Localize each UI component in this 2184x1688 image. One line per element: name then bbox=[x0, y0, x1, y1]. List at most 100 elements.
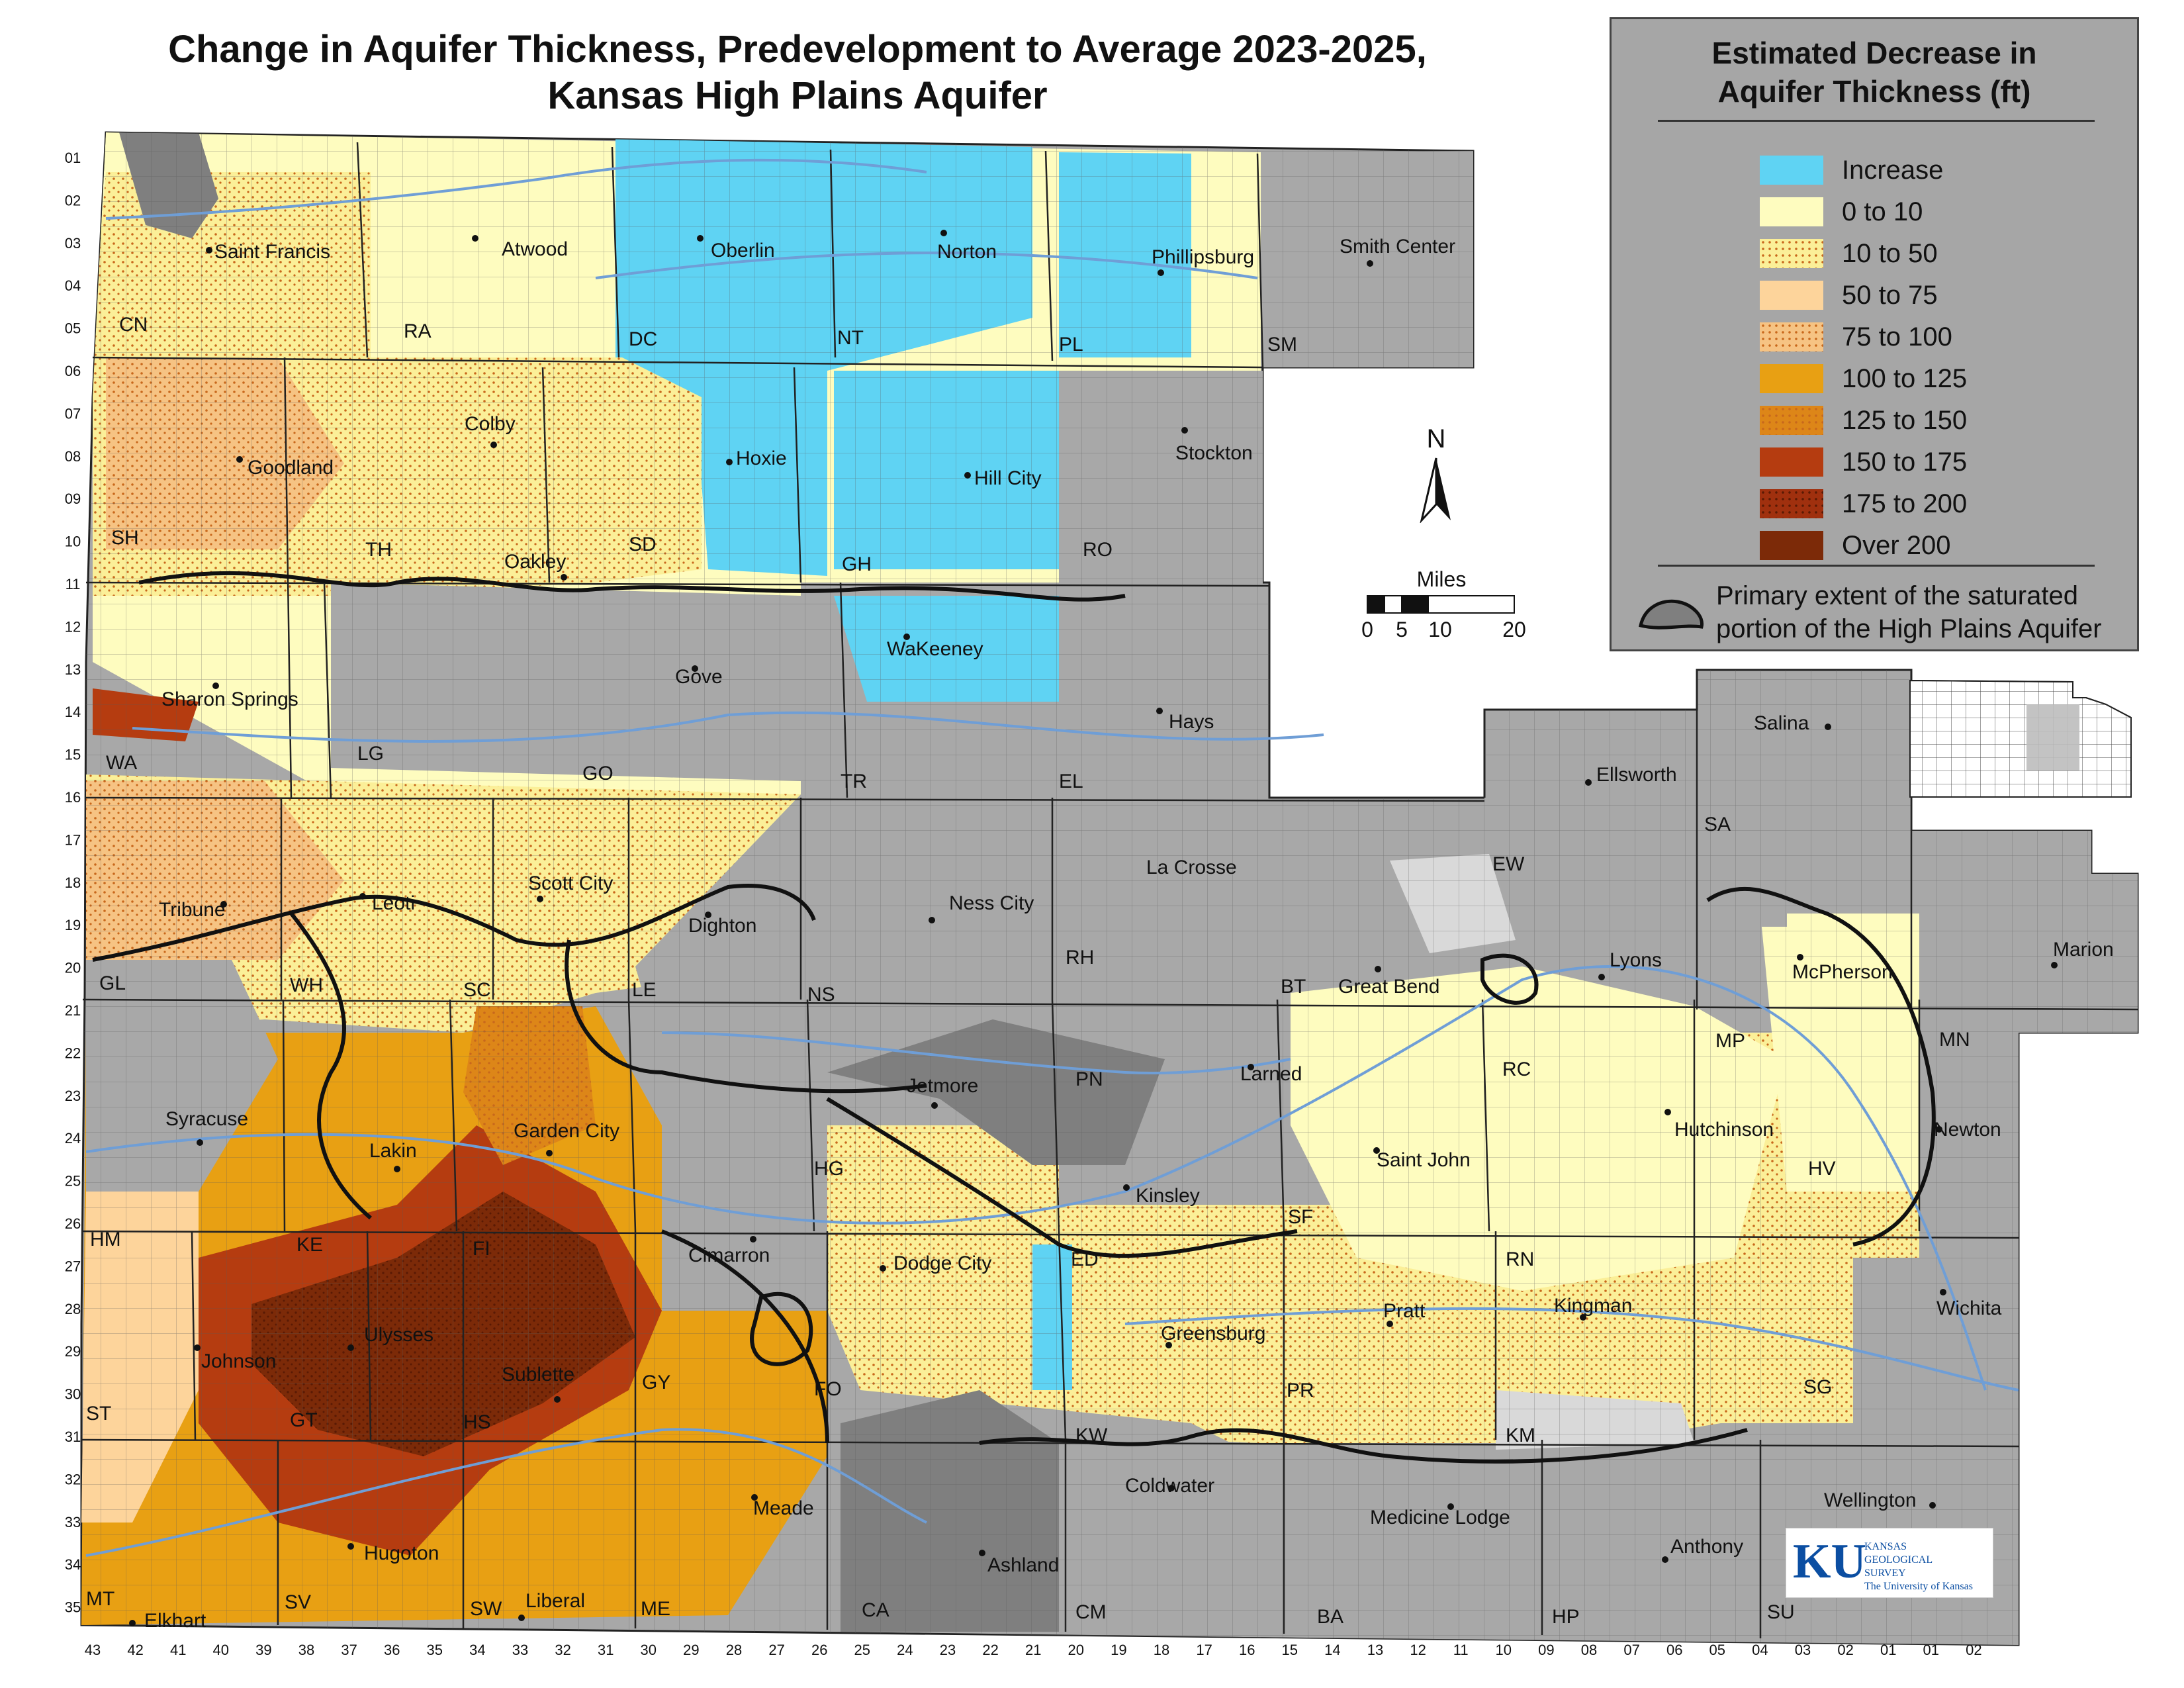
county-label: GY bbox=[642, 1372, 670, 1393]
county-label: CN bbox=[119, 314, 148, 336]
county-label: RA bbox=[404, 320, 432, 342]
solomon-river bbox=[595, 252, 1258, 279]
column-tick-label: 39 bbox=[255, 1642, 271, 1658]
city-label: Stockton bbox=[1175, 442, 1253, 464]
row-tick-label: 15 bbox=[65, 747, 81, 763]
column-tick-label: 31 bbox=[598, 1642, 614, 1658]
county-label: KM bbox=[1506, 1425, 1535, 1446]
column-tick-label: 40 bbox=[213, 1642, 229, 1658]
county-label: SG bbox=[1803, 1376, 1832, 1398]
legend-label: 0 to 10 bbox=[1842, 197, 1923, 226]
county-label: GT bbox=[290, 1409, 318, 1431]
county-label: SW bbox=[470, 1598, 502, 1620]
city-label: Leoti bbox=[372, 892, 415, 914]
city-label: Great Bend bbox=[1338, 976, 1439, 998]
city-label: Oberlin bbox=[711, 240, 775, 261]
county-label: RC bbox=[1502, 1058, 1531, 1080]
legend-title-line-2: Aquifer Thickness (ft) bbox=[1717, 74, 2031, 109]
column-tick-label: 02 bbox=[1837, 1642, 1853, 1658]
scale-tick: 20 bbox=[1502, 618, 1526, 641]
city-label: Hays bbox=[1169, 711, 1214, 733]
column-tick-label: 29 bbox=[683, 1642, 699, 1658]
city-label: Gove bbox=[675, 666, 723, 688]
county-label: BA bbox=[1317, 1606, 1343, 1628]
legend-swatch bbox=[1760, 489, 1823, 518]
city-label: Johnson bbox=[201, 1350, 276, 1372]
rivers bbox=[85, 158, 2019, 1557]
city-label: Atwood bbox=[502, 238, 568, 260]
column-tick-label: 24 bbox=[897, 1642, 913, 1658]
north-arrow: N bbox=[1420, 424, 1451, 523]
county-label: SD bbox=[629, 534, 657, 555]
city-label: McPherson bbox=[1792, 961, 1893, 983]
county-label: LE bbox=[632, 979, 657, 1001]
column-tick-label: 38 bbox=[298, 1642, 314, 1658]
county-label: RO bbox=[1083, 539, 1113, 561]
city-label: Sharon Springs bbox=[161, 688, 298, 710]
city-label: Saint John bbox=[1377, 1149, 1471, 1171]
row-tick-label: 30 bbox=[65, 1386, 81, 1403]
legend-swatch bbox=[1760, 364, 1823, 393]
city-label: Anthony bbox=[1670, 1536, 1743, 1558]
logo-line: GEOLOGICAL bbox=[1864, 1554, 1933, 1566]
column-tick-label: 33 bbox=[512, 1642, 528, 1658]
city-label: Kinsley bbox=[1136, 1185, 1200, 1207]
city-label: Ness City bbox=[949, 892, 1034, 914]
scale-tick: 10 bbox=[1428, 618, 1452, 641]
city-label: Salina bbox=[1754, 712, 1809, 734]
row-tick-label: 19 bbox=[65, 917, 81, 933]
row-tick-label: 16 bbox=[65, 789, 81, 806]
row-tick-label: 25 bbox=[65, 1173, 81, 1190]
row-tick-label: 05 bbox=[65, 320, 81, 337]
city-label: Cimarron bbox=[688, 1244, 770, 1266]
legend: Estimated Decrease in Aquifer Thickness … bbox=[1610, 17, 2139, 651]
row-tick-label: 28 bbox=[65, 1301, 81, 1317]
county-label: CM bbox=[1075, 1601, 1107, 1623]
legend-swatch bbox=[1760, 156, 1823, 185]
city-label: Larned bbox=[1240, 1063, 1302, 1085]
column-tick-label: 08 bbox=[1581, 1642, 1597, 1658]
county-label: DC bbox=[629, 328, 657, 350]
arkansas-river bbox=[85, 965, 1987, 1391]
column-tick-label: 12 bbox=[1410, 1642, 1426, 1658]
legend-label: Over 200 bbox=[1842, 531, 1951, 560]
row-tick-label: 18 bbox=[65, 874, 81, 891]
city-label: Medicine Lodge bbox=[1370, 1507, 1510, 1528]
scale-tick: 0 bbox=[1361, 618, 1373, 641]
column-tick-label: 13 bbox=[1367, 1642, 1383, 1658]
column-tick-label: 10 bbox=[1496, 1642, 1512, 1658]
column-tick-label: 34 bbox=[469, 1642, 485, 1658]
column-tick-label: 09 bbox=[1538, 1642, 1554, 1658]
county-label: NS bbox=[807, 984, 835, 1006]
row-tick-label: 34 bbox=[65, 1556, 81, 1573]
county-label: KW bbox=[1075, 1425, 1108, 1446]
row-tick-label: 22 bbox=[65, 1045, 81, 1061]
map-title: Change in Aquifer Thickness, Predevelopm… bbox=[26, 26, 1569, 119]
column-tick-label: 27 bbox=[768, 1642, 784, 1658]
logo-line: KANSAS bbox=[1864, 1541, 1907, 1552]
city-label: Colby bbox=[465, 413, 516, 435]
kgs-logo-text: KANSAS GEOLOGICAL SURVEY The University … bbox=[1864, 1540, 1973, 1593]
aquifer-extent-line-2: portion of the High Plains Aquifer bbox=[1716, 614, 2102, 643]
county-label: HG bbox=[814, 1158, 844, 1180]
column-tick-label: 37 bbox=[341, 1642, 357, 1658]
city-label: Smith Center bbox=[1340, 236, 1455, 258]
county-label: EW bbox=[1492, 853, 1525, 875]
county-label: FO bbox=[814, 1378, 842, 1400]
column-tick-label: 20 bbox=[1068, 1642, 1084, 1658]
county-label: HV bbox=[1808, 1158, 1836, 1180]
county-label: RN bbox=[1506, 1248, 1534, 1270]
county-boundaries bbox=[81, 142, 2138, 1638]
city-label: Newton bbox=[1934, 1119, 2001, 1141]
city-label: Dighton bbox=[688, 915, 756, 937]
county-label: ME bbox=[641, 1598, 670, 1620]
city-label: Hutchinson bbox=[1674, 1119, 1774, 1141]
city-label: Tribune bbox=[159, 899, 226, 921]
county-label: TH bbox=[365, 539, 392, 561]
column-tick-label: 22 bbox=[982, 1642, 998, 1658]
row-tick-label: 06 bbox=[65, 363, 81, 379]
column-tick-label: 32 bbox=[555, 1642, 570, 1658]
title-line-2: Kansas High Plains Aquifer bbox=[547, 74, 1048, 117]
scale-title: Miles bbox=[1417, 567, 1467, 591]
